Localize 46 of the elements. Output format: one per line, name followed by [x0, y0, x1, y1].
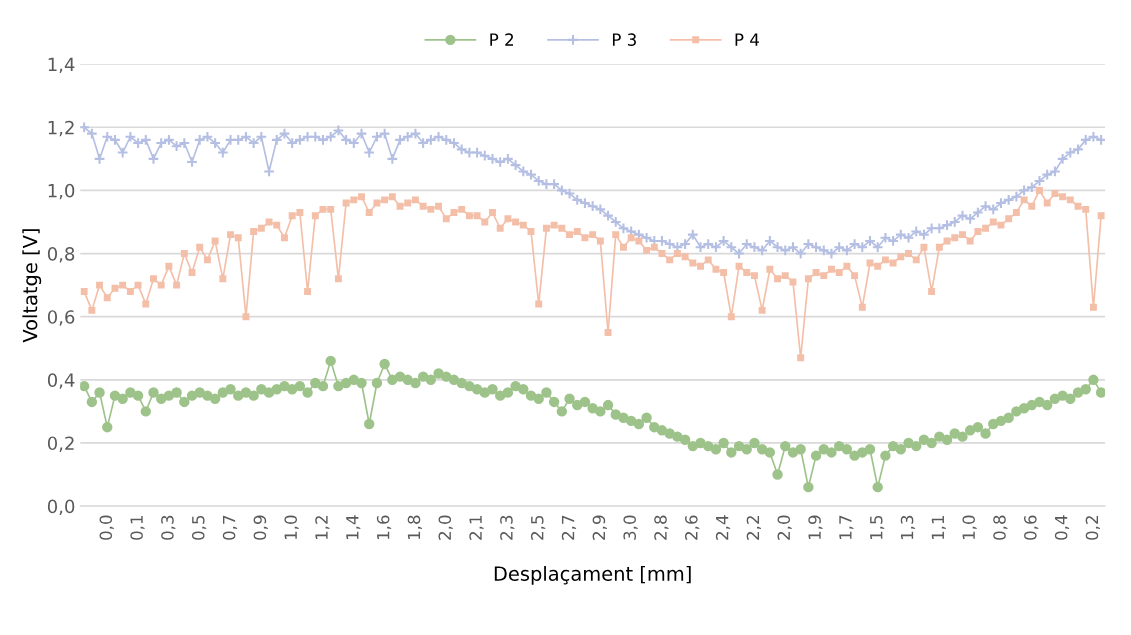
x-tick-label: 0,0: [99, 515, 114, 540]
x-axis-title: Desplaçament [mm]: [494, 565, 691, 585]
y-tick-label: 0,2: [47, 436, 74, 452]
x-tick-label: 2,0: [777, 515, 792, 540]
y-tick-label: 0,4: [47, 373, 75, 389]
x-tick-label: 2,3: [500, 515, 515, 540]
y-tick-label: 0,0: [47, 499, 75, 516]
x-tick-label: 0,8: [993, 515, 1008, 540]
y-tick-label: 0,6: [47, 310, 75, 326]
x-tick-label: 2,5: [530, 515, 546, 540]
legend-label: P 2: [490, 33, 513, 46]
x-tick-label: 1,2: [315, 516, 330, 540]
x-tick-label: 1,4: [346, 515, 361, 540]
x-tick-label: 2,6: [685, 515, 700, 540]
legend-label: P 3: [612, 33, 636, 46]
x-tick-label: 1,6: [376, 515, 392, 540]
x-tick-label: 0,4: [1054, 515, 1070, 540]
x-tick-label: 1,1: [931, 515, 946, 540]
x-tick-label: 1,0: [284, 515, 299, 540]
y-tick-label: 1,2: [48, 120, 74, 137]
y-tick-label: 1,4: [48, 57, 75, 74]
x-tick-label: 0,9: [253, 515, 268, 540]
legend-label: P 4: [735, 33, 759, 46]
x-tick-label: 0,6: [1024, 515, 1039, 540]
x-tick-label: 2,8: [654, 515, 669, 540]
x-tick-label: 0,3: [161, 515, 176, 540]
x-tick-label: 2,4: [715, 515, 731, 540]
x-tick-label: 2,7: [561, 515, 577, 540]
x-tick-label: 1,7: [839, 515, 854, 540]
y-axis-title: Voltatge [V]: [22, 229, 42, 343]
x-tick-label: 3,0: [623, 515, 638, 540]
y-tick-label: 0,8: [47, 247, 75, 263]
x-tick-label: 0,7: [222, 515, 238, 540]
y-tick-label: 1,0: [48, 183, 75, 200]
x-tick-label: 0,5: [191, 515, 207, 540]
x-tick-label: 2,9: [592, 515, 607, 540]
x-tick-label: 0,2: [1085, 516, 1100, 540]
x-tick-label: 1,5: [870, 515, 885, 540]
x-tick-label: 1,3: [900, 515, 916, 540]
x-tick-label: 1,0: [962, 515, 977, 540]
x-tick-label: 2,0: [438, 515, 453, 540]
x-tick-label: 0,1: [130, 515, 145, 540]
x-tick-label: 2,1: [469, 515, 484, 540]
x-tick-label: 1,8: [407, 515, 422, 540]
x-tick-label: 1,9: [808, 515, 823, 540]
x-tick-label: 2,2: [746, 516, 761, 540]
